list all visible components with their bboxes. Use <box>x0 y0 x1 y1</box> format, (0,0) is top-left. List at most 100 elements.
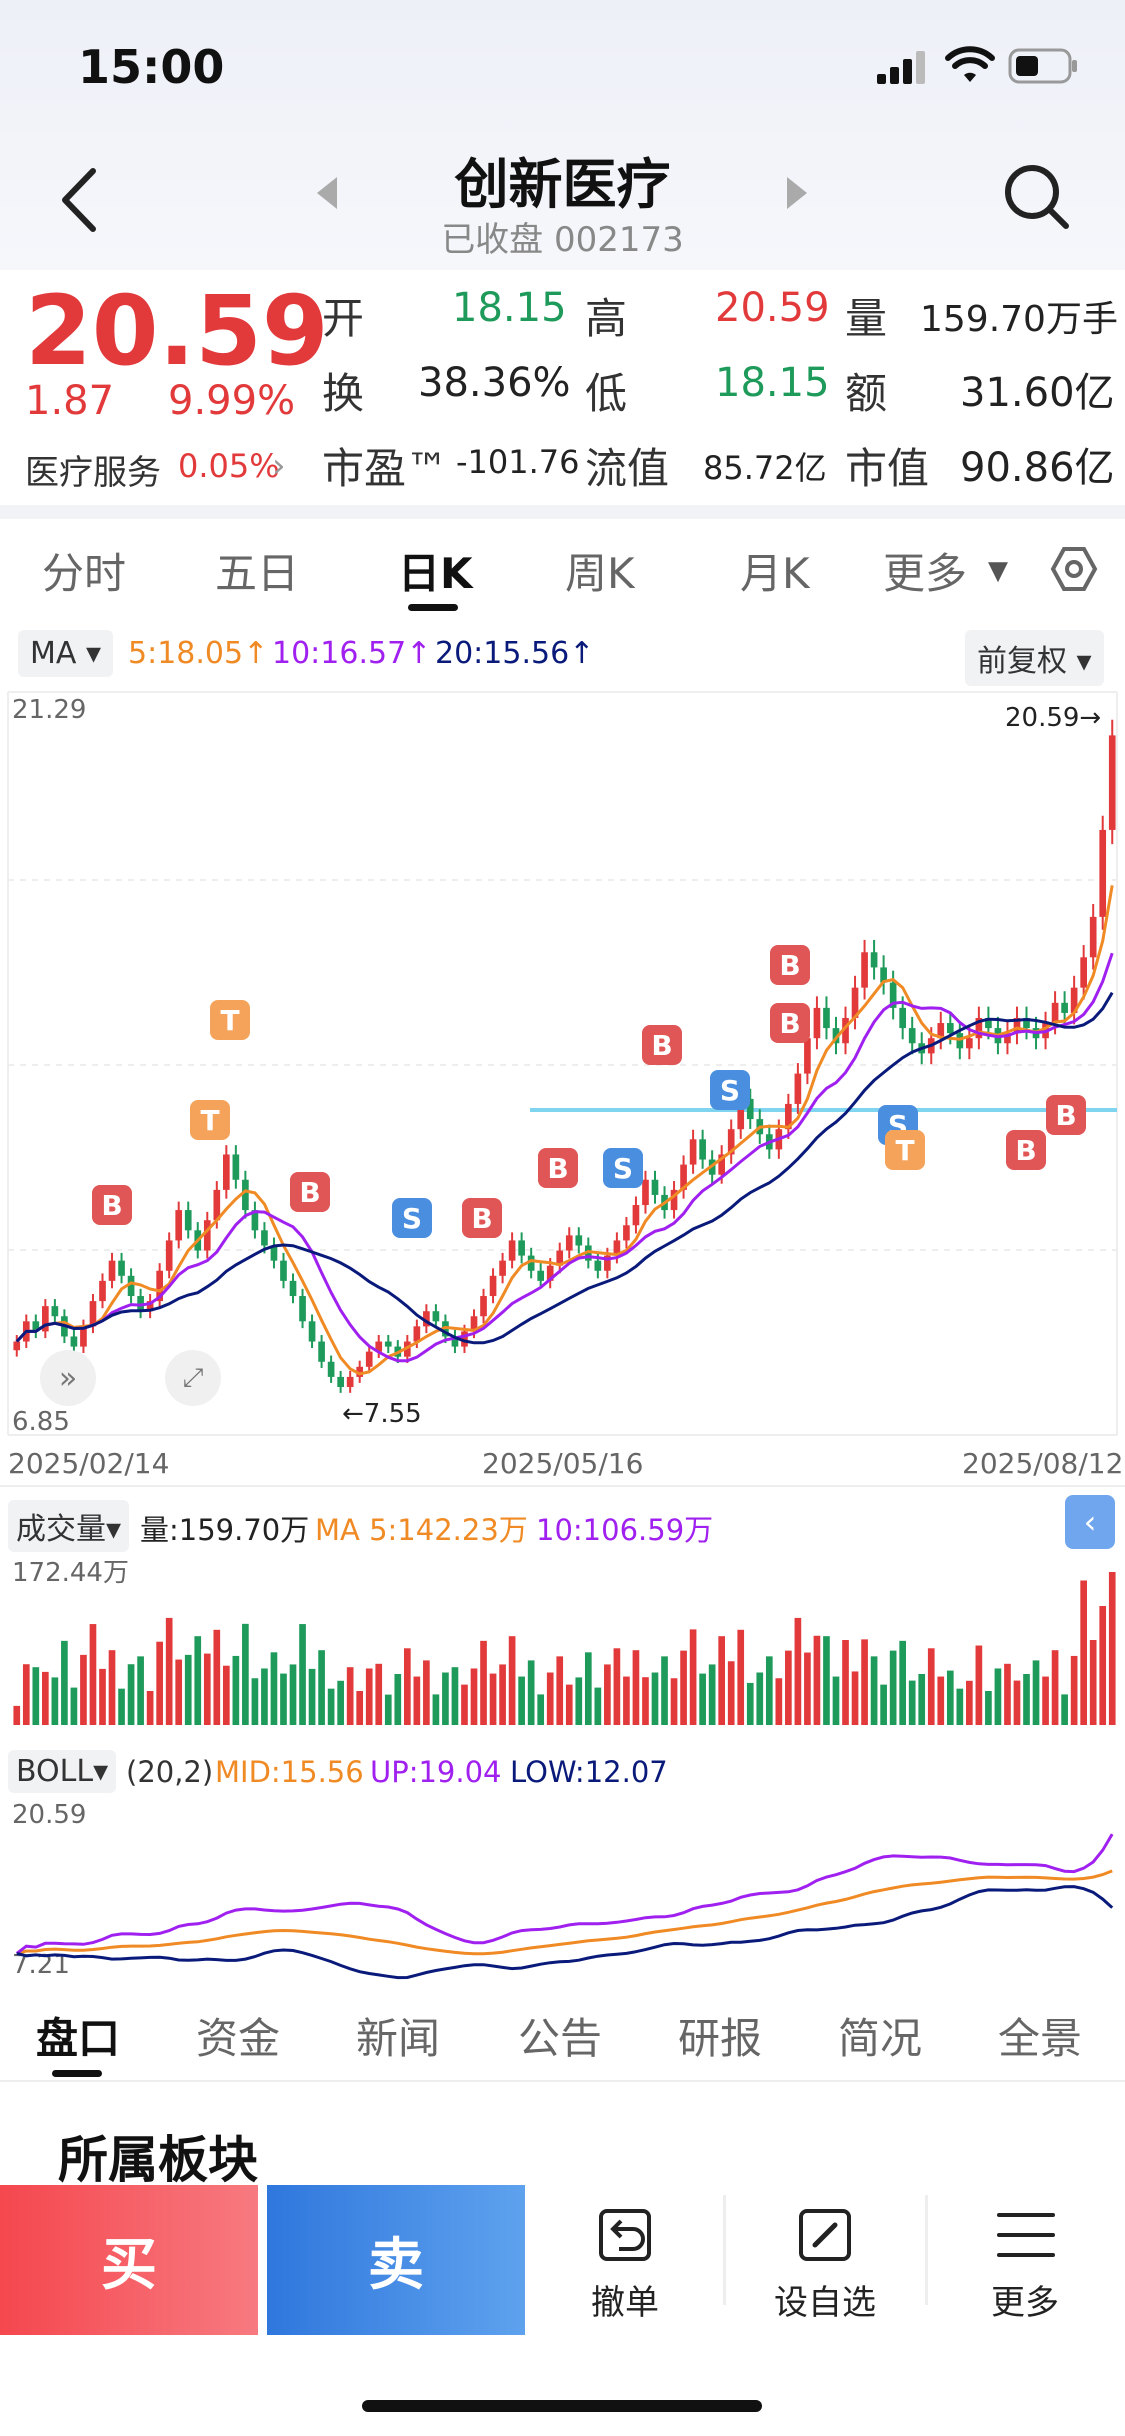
tab-weekly-k[interactable]: 周K <box>565 549 635 598</box>
prev-stock-icon[interactable] <box>315 175 339 215</box>
volume-bar <box>337 1680 344 1725</box>
volume-bar <box>365 1668 373 1725</box>
candle-body <box>746 1098 754 1120</box>
tab-funds[interactable]: 资金 <box>196 2014 281 2063</box>
volume-bar <box>565 1684 573 1725</box>
candle-body <box>213 1189 221 1221</box>
sell-button[interactable]: 卖 <box>267 2185 525 2335</box>
ma-indicator-select[interactable]: MA ▾ <box>18 630 114 677</box>
chevron-right-icon[interactable]: › <box>272 446 286 486</box>
trade-marker-t[interactable]: T <box>210 1000 250 1040</box>
candle-body <box>99 1280 106 1302</box>
candle-body <box>1108 735 1116 830</box>
volume-bar <box>985 1691 992 1725</box>
volume-bar <box>889 1650 897 1725</box>
volume-bar <box>108 1650 116 1725</box>
trade-marker-s[interactable]: S <box>392 1198 432 1238</box>
low-price-marker: ←7.55 <box>342 1399 422 1429</box>
volume-bar <box>851 1671 859 1725</box>
candle-body <box>32 1321 40 1332</box>
trade-marker-s[interactable]: S <box>710 1070 750 1110</box>
tab-profile[interactable]: 简况 <box>838 2014 923 2063</box>
volume-bar <box>461 1684 468 1725</box>
volume-bar <box>299 1624 306 1725</box>
tab-orderbook[interactable]: 盘口 <box>36 2014 121 2063</box>
volume-bar <box>356 1691 364 1725</box>
adjust-select[interactable]: 前复权 ▾ <box>965 630 1104 686</box>
trade-marker-b[interactable]: B <box>290 1172 330 1212</box>
volume-bar <box>251 1678 259 1725</box>
trade-marker-t[interactable]: T <box>190 1100 230 1140</box>
more-menu-button[interactable] <box>995 2205 1057 2269</box>
volume-bar <box>823 1636 830 1725</box>
section-title: 所属板块 <box>58 2131 258 2189</box>
volume-bar <box>918 1674 926 1725</box>
volume-indicator-select[interactable]: 成交量▾ <box>8 1500 130 1552</box>
trade-marker-b[interactable]: B <box>642 1025 682 1065</box>
tab-panorama[interactable]: 全景 <box>998 2014 1083 2063</box>
trade-marker-b[interactable]: B <box>770 945 810 985</box>
header-background <box>0 0 1125 270</box>
settings-hex-icon[interactable] <box>1050 545 1098 597</box>
tab-more[interactable]: 更多 <box>883 549 968 598</box>
volume-bar <box>470 1668 478 1725</box>
trade-marker-b[interactable]: B <box>770 1003 810 1043</box>
volume-bar <box>937 1676 945 1725</box>
candle-body <box>718 1154 726 1175</box>
low-value: 18.15 <box>715 360 830 406</box>
trade-marker-s[interactable]: S <box>603 1148 643 1188</box>
candle-body <box>594 1260 602 1271</box>
kline-top-value: 21.29 <box>12 695 86 725</box>
boll-chart[interactable] <box>0 1795 1125 1980</box>
search-icon[interactable] <box>1000 160 1072 236</box>
tab-five-day[interactable]: 五日 <box>215 549 300 598</box>
add-watchlist-button[interactable] <box>795 2205 855 2269</box>
tab-news[interactable]: 新闻 <box>356 2014 441 2063</box>
candle-body <box>156 1270 163 1302</box>
tab-monthly-k[interactable]: 月K <box>740 549 810 598</box>
trade-marker-b[interactable]: B <box>1046 1095 1086 1135</box>
candle-body <box>937 1023 945 1039</box>
trade-marker-b[interactable]: B <box>92 1185 132 1225</box>
candle-body <box>832 1028 840 1044</box>
cancel-icon <box>599 2209 651 2261</box>
expand-icon[interactable]: » <box>40 1350 96 1406</box>
volume-bar <box>1108 1572 1116 1725</box>
volume-bar <box>327 1688 335 1725</box>
boll-indicator-select[interactable]: BOLL▾ <box>8 1750 117 1793</box>
volume-chart[interactable] <box>0 1545 1125 1730</box>
candle-body <box>1099 829 1107 917</box>
candle-body <box>80 1326 87 1347</box>
candle-body <box>946 1023 954 1034</box>
collapse-panel-icon[interactable]: ‹ <box>1065 1495 1115 1549</box>
tab-intraday[interactable]: 分时 <box>42 549 127 598</box>
volume-bar <box>861 1639 868 1725</box>
candle-body <box>270 1245 278 1261</box>
caret-down-icon[interactable]: ▼ <box>988 556 1008 586</box>
volume-bar <box>1061 1694 1068 1725</box>
kline-chart[interactable]: 21.29 6.85 20.59→ ←7.55 <box>0 690 1125 1490</box>
candle-body <box>651 1179 659 1195</box>
trade-marker-t[interactable]: T <box>885 1130 925 1170</box>
sector-name[interactable]: 医疗服务 <box>25 453 161 493</box>
tab-daily-k[interactable]: 日K <box>398 549 473 598</box>
candle-body <box>699 1139 706 1160</box>
next-stock-icon[interactable] <box>785 175 809 215</box>
fullscreen-icon[interactable]: ⤢ <box>165 1350 221 1406</box>
candle-body <box>232 1154 240 1180</box>
volume-bar <box>737 1629 745 1725</box>
buy-button[interactable]: 买 <box>0 2185 258 2335</box>
trade-marker-b[interactable]: B <box>538 1148 578 1188</box>
cancel-order-label: 撤单 <box>591 2283 659 2323</box>
cancel-order-button[interactable] <box>585 2205 665 2269</box>
boll-mid-line <box>16 1869 1113 1956</box>
sector-pct[interactable]: 0.05% <box>178 447 280 485</box>
back-icon[interactable] <box>55 165 101 239</box>
volume-bar <box>232 1655 240 1725</box>
pe-value: -101.76 <box>456 443 580 481</box>
tab-announcements[interactable]: 公告 <box>518 2014 603 2063</box>
trade-marker-b[interactable]: B <box>462 1198 502 1238</box>
candle-body <box>1089 916 1097 958</box>
trade-marker-b[interactable]: B <box>1006 1130 1046 1170</box>
tab-research[interactable]: 研报 <box>678 2014 763 2063</box>
